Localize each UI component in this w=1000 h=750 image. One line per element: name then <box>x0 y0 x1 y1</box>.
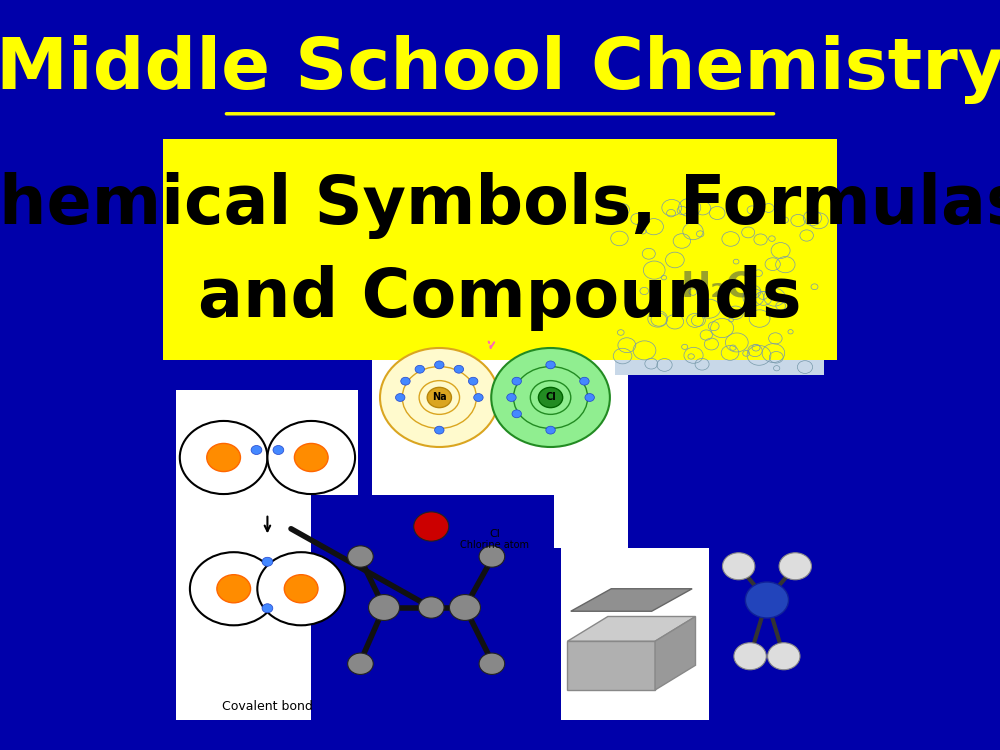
Bar <box>561 548 709 720</box>
Ellipse shape <box>435 361 444 369</box>
Ellipse shape <box>207 443 240 472</box>
Bar <box>372 248 628 548</box>
Bar <box>163 139 837 360</box>
Ellipse shape <box>722 553 755 580</box>
Ellipse shape <box>585 394 594 401</box>
Ellipse shape <box>257 552 345 626</box>
Bar <box>615 199 824 375</box>
Ellipse shape <box>190 552 278 626</box>
Ellipse shape <box>546 361 555 369</box>
Ellipse shape <box>768 643 800 670</box>
Ellipse shape <box>396 394 405 401</box>
Ellipse shape <box>435 426 444 434</box>
Ellipse shape <box>474 394 483 401</box>
Polygon shape <box>655 616 695 690</box>
Ellipse shape <box>414 512 449 542</box>
Text: H₂O: H₂O <box>681 270 758 304</box>
Polygon shape <box>567 641 655 690</box>
Ellipse shape <box>348 653 373 674</box>
Ellipse shape <box>507 394 516 401</box>
Text: Chemical Symbols, Formulas,: Chemical Symbols, Formulas, <box>0 172 1000 238</box>
Bar <box>719 503 830 712</box>
Ellipse shape <box>217 574 251 603</box>
Ellipse shape <box>449 595 480 620</box>
Text: Cl: Cl <box>489 529 500 539</box>
Ellipse shape <box>745 582 789 618</box>
Ellipse shape <box>369 595 400 620</box>
Ellipse shape <box>479 653 505 674</box>
Text: Covalent bond: Covalent bond <box>222 700 313 713</box>
Ellipse shape <box>580 377 589 386</box>
Ellipse shape <box>546 426 555 434</box>
Ellipse shape <box>734 643 766 670</box>
Ellipse shape <box>779 553 811 580</box>
Ellipse shape <box>512 377 521 386</box>
Text: Na: Na <box>432 392 447 403</box>
Ellipse shape <box>294 443 328 472</box>
Ellipse shape <box>418 597 444 618</box>
Ellipse shape <box>479 546 505 567</box>
Ellipse shape <box>427 387 451 408</box>
Text: Middle School Chemistry: Middle School Chemistry <box>0 34 1000 104</box>
Text: Cl: Cl <box>545 392 556 403</box>
Bar <box>176 390 358 720</box>
Ellipse shape <box>273 446 284 454</box>
Bar <box>311 495 554 720</box>
Ellipse shape <box>454 365 464 374</box>
Ellipse shape <box>415 365 424 374</box>
Ellipse shape <box>491 348 610 447</box>
Text: and Compounds: and Compounds <box>198 265 802 331</box>
Polygon shape <box>567 616 695 641</box>
Ellipse shape <box>251 446 262 454</box>
Ellipse shape <box>267 421 355 494</box>
Ellipse shape <box>284 574 318 603</box>
Ellipse shape <box>348 546 373 567</box>
Ellipse shape <box>380 348 499 447</box>
Ellipse shape <box>538 387 563 408</box>
Ellipse shape <box>401 377 410 386</box>
Ellipse shape <box>180 421 267 494</box>
Polygon shape <box>571 589 692 611</box>
Ellipse shape <box>468 377 478 386</box>
Text: Chlorine atom: Chlorine atom <box>460 539 529 550</box>
Ellipse shape <box>512 410 521 418</box>
Ellipse shape <box>262 557 273 566</box>
Ellipse shape <box>262 604 273 613</box>
